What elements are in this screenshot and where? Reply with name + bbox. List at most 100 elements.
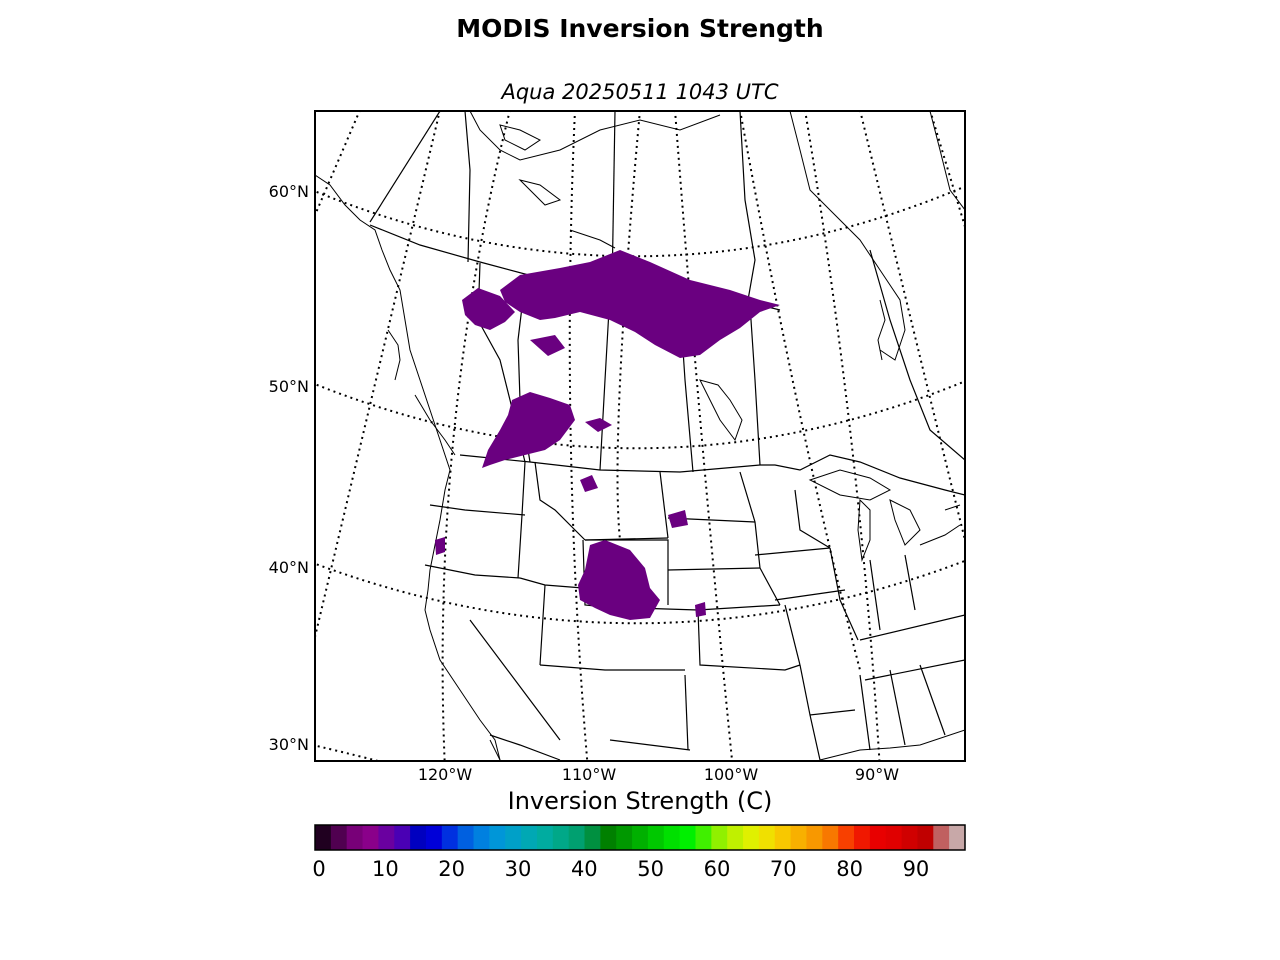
- lon-label-110w: 110°W: [562, 765, 617, 784]
- lon-label-120w: 120°W: [418, 765, 473, 784]
- colorbar-tick-label: 40: [571, 857, 598, 881]
- map-frame: [314, 110, 966, 762]
- colorbar-swatch: [917, 825, 934, 850]
- colorbar-swatch: [727, 825, 744, 850]
- data-region-small-6: [695, 602, 706, 617]
- border-wa-or: [429, 504, 526, 516]
- border-or-ca: [424, 564, 521, 579]
- lake-huron: [889, 499, 921, 546]
- colorbar-swatch: [330, 825, 348, 850]
- colorbar-tick-label: 20: [438, 857, 465, 881]
- colorbar-label: Inversion Strength (C): [507, 787, 773, 815]
- border-al: [889, 669, 906, 746]
- data-region-nw: [462, 288, 515, 330]
- colorbar-swatch: [790, 825, 807, 850]
- border-tx: [609, 739, 691, 751]
- colorbar-tick-label: 70: [770, 857, 797, 881]
- colorbar-swatch: [346, 825, 364, 850]
- border-ontario-north: [749, 304, 761, 466]
- lake-athabasca: [569, 229, 616, 249]
- colorbar-swatch: [695, 825, 712, 850]
- colorbar-swatch: [885, 825, 903, 850]
- data-region-small-2: [585, 418, 612, 432]
- colorbar-swatch: [441, 825, 459, 850]
- colorbar-tick-label: 0: [312, 857, 325, 881]
- data-region-south: [578, 540, 660, 620]
- meridian-80w: [929, 111, 965, 231]
- border-ia-mo: [774, 589, 846, 601]
- border-az-sonora: [489, 734, 561, 761]
- colorbar-swatch: [425, 825, 443, 850]
- coast-labrador: [929, 111, 965, 211]
- map-background: [315, 111, 965, 761]
- baja-coast: [489, 739, 501, 761]
- meridian-90w: [804, 111, 881, 761]
- meridian-100w: [674, 111, 734, 761]
- lake-michigan: [857, 498, 871, 562]
- border-territories-1: [464, 111, 471, 263]
- border-sd-ne: [667, 567, 761, 571]
- great-slave-lake: [518, 179, 562, 206]
- colorbar-swatch: [774, 825, 792, 850]
- lon-label-90w: 90°W: [855, 765, 899, 784]
- colorbar-swatch: [394, 825, 411, 850]
- border-ky: [859, 614, 965, 641]
- colorbar-swatch: [315, 825, 332, 850]
- colorbar-swatch: [806, 825, 823, 850]
- lake-ontario: [944, 504, 961, 511]
- border-nunavut: [739, 111, 756, 301]
- coast-arctic: [469, 111, 721, 161]
- border-ok-east: [784, 604, 801, 666]
- border-oh: [904, 554, 916, 611]
- lake-erie: [919, 524, 961, 546]
- colorbar-frame: [314, 824, 966, 851]
- border-mn-west: [739, 471, 781, 606]
- parallel-40n: [315, 559, 965, 625]
- colorbar-swatch: [838, 825, 855, 850]
- colorbar-swatch: [901, 825, 918, 850]
- colorbar-tick-label: 90: [903, 857, 930, 881]
- parallel-50n: [315, 380, 965, 450]
- colorbar-tick-label: 60: [704, 857, 731, 881]
- colorbar-swatch: [410, 825, 427, 850]
- border-ms: [859, 674, 871, 751]
- coast-james-bay: [877, 299, 886, 361]
- data-region-small-1: [530, 335, 565, 356]
- lake-winnipeg: [699, 379, 743, 442]
- colorbar-swatch: [679, 825, 696, 850]
- border-la: [809, 714, 821, 761]
- colorbar-swatch: [933, 825, 950, 850]
- graticule: [315, 111, 965, 761]
- border-ca-az: [469, 619, 561, 741]
- lon-label-100w: 100°W: [704, 765, 759, 784]
- data-region-small-4: [668, 510, 688, 528]
- data-region-small-5: [435, 537, 445, 555]
- colorbar-swatch: [663, 825, 681, 850]
- border-wi: [794, 489, 831, 549]
- meridian-125w: [315, 111, 361, 218]
- colorbar-tick-label: 80: [836, 857, 863, 881]
- lat-label-40n: 40°N: [269, 558, 309, 577]
- gulf-coast: [819, 729, 965, 761]
- meridian-105w: [616, 111, 641, 541]
- border-ga: [919, 664, 946, 736]
- border-id-west: [517, 461, 526, 579]
- data-region-small-3: [580, 475, 598, 492]
- colorbar-swatch: [505, 825, 522, 850]
- lat-label-50n: 50°N: [269, 377, 309, 396]
- border-nm-tx: [684, 674, 689, 751]
- lat-label-60n: 60°N: [269, 182, 309, 201]
- colorbar-swatch: [378, 825, 395, 850]
- meridian-115w: [441, 111, 511, 761]
- border-wy-co: [585, 539, 669, 605]
- border-mn-ia: [754, 547, 831, 556]
- data-region-central: [482, 392, 575, 468]
- border-quebec: [869, 249, 965, 461]
- data-region-north: [500, 250, 780, 358]
- colorbar-swatch: [536, 825, 554, 850]
- colorbar-swatch: [758, 825, 776, 850]
- border-sask-manitoba: [599, 291, 611, 471]
- colorbar-swatch: [521, 825, 538, 850]
- colorbar-swatch: [743, 825, 760, 850]
- border-ok: [697, 609, 801, 671]
